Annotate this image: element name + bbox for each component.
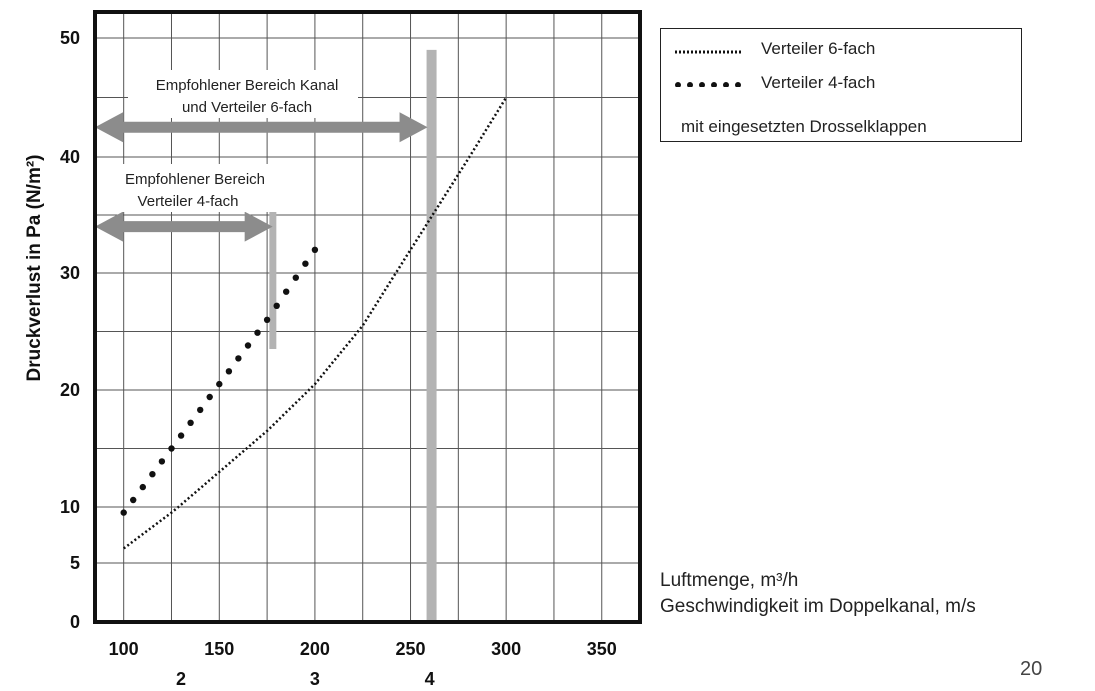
page-number: 20 bbox=[1020, 658, 1043, 680]
series-point-4fach bbox=[273, 302, 280, 309]
legend-label-4fach: Verteiler 4-fach bbox=[761, 73, 876, 92]
series-point-4fach bbox=[130, 496, 137, 504]
series-point-4fach bbox=[292, 274, 299, 281]
annotations: Empfohlener Bereich Kanal und Verteiler 6… bbox=[97, 70, 358, 212]
x-tick-label: 200 bbox=[300, 639, 330, 659]
range-arrow-4fach bbox=[95, 211, 273, 242]
y-tick-label: 30 bbox=[60, 263, 80, 283]
grid bbox=[95, 12, 640, 622]
series-point-4fach bbox=[311, 246, 319, 253]
y-tick-label: 40 bbox=[60, 147, 80, 167]
series-point-4fach bbox=[177, 432, 185, 439]
annotation-bg bbox=[97, 164, 293, 212]
series-point-4fach bbox=[158, 458, 166, 465]
y-tick-label: 10 bbox=[60, 497, 80, 517]
x-axis-title-primary: Luftmenge, m³/h bbox=[660, 570, 799, 591]
series-point-4fach bbox=[254, 329, 261, 336]
plot-frame bbox=[93, 10, 642, 624]
series-point-4fach bbox=[283, 288, 290, 295]
series-point-4fach bbox=[139, 483, 146, 491]
series-point-4fach bbox=[235, 355, 242, 362]
x-tick-label: 100 bbox=[109, 639, 139, 659]
y-tick-label: 5 bbox=[70, 553, 80, 573]
series-point-4fach bbox=[187, 419, 194, 426]
legend-swatch-6fach bbox=[675, 50, 741, 54]
x-secondary-tick-label: 3 bbox=[310, 669, 320, 689]
x-secondary-tick-label: 4 bbox=[425, 669, 435, 689]
series-point-4fach bbox=[120, 509, 127, 516]
range-arrows bbox=[95, 112, 428, 242]
y-tick-label: 50 bbox=[60, 28, 80, 48]
series-point-4fach bbox=[206, 393, 213, 401]
annotation-label: und Verteiler 6-fach bbox=[182, 99, 312, 116]
x-tick-label: 350 bbox=[587, 639, 617, 659]
y-tick-label: 20 bbox=[60, 380, 80, 400]
legend-note: mit eingesetzten Drosselklappen bbox=[681, 117, 927, 136]
series-line-6fach bbox=[122, 96, 508, 550]
series-point-4fach bbox=[216, 380, 223, 388]
series-point-4fach bbox=[263, 316, 271, 323]
legend-label-6fach: Verteiler 6-fach bbox=[761, 39, 876, 58]
x-secondary-tick-label: 2 bbox=[176, 669, 186, 689]
series-point-4fach bbox=[225, 368, 233, 375]
x-tick-label: 250 bbox=[396, 639, 426, 659]
annotation-bg bbox=[128, 70, 358, 118]
series-point-4fach bbox=[149, 471, 156, 478]
x-tick-label: 150 bbox=[204, 639, 234, 659]
annotation-label: Empfohlener Bereich Kanal bbox=[156, 77, 339, 94]
legend: Verteiler 6-fach Verteiler 4-fach mit ei… bbox=[660, 28, 1022, 142]
legend-swatch-4fach bbox=[675, 82, 741, 87]
series-point-4fach bbox=[244, 342, 252, 349]
series bbox=[120, 96, 508, 550]
x-axis-title-secondary: Geschwindigkeit im Doppelkanal, m/s bbox=[660, 596, 976, 617]
range-arrow-6fach bbox=[95, 112, 428, 143]
vertical-markers bbox=[269, 49, 437, 622]
y-tick-label: 0 bbox=[70, 612, 80, 632]
series-point-4fach bbox=[302, 260, 309, 267]
annotation-label: Empfohlener Bereich bbox=[125, 171, 265, 188]
annotation-label: Verteiler 4-fach bbox=[138, 193, 239, 210]
y-axis-title: Druckverlust in Pa (N/m²) bbox=[24, 155, 45, 382]
series-point-4fach bbox=[197, 406, 204, 414]
x-tick-label: 300 bbox=[491, 639, 521, 659]
series-point-4fach bbox=[168, 445, 175, 452]
